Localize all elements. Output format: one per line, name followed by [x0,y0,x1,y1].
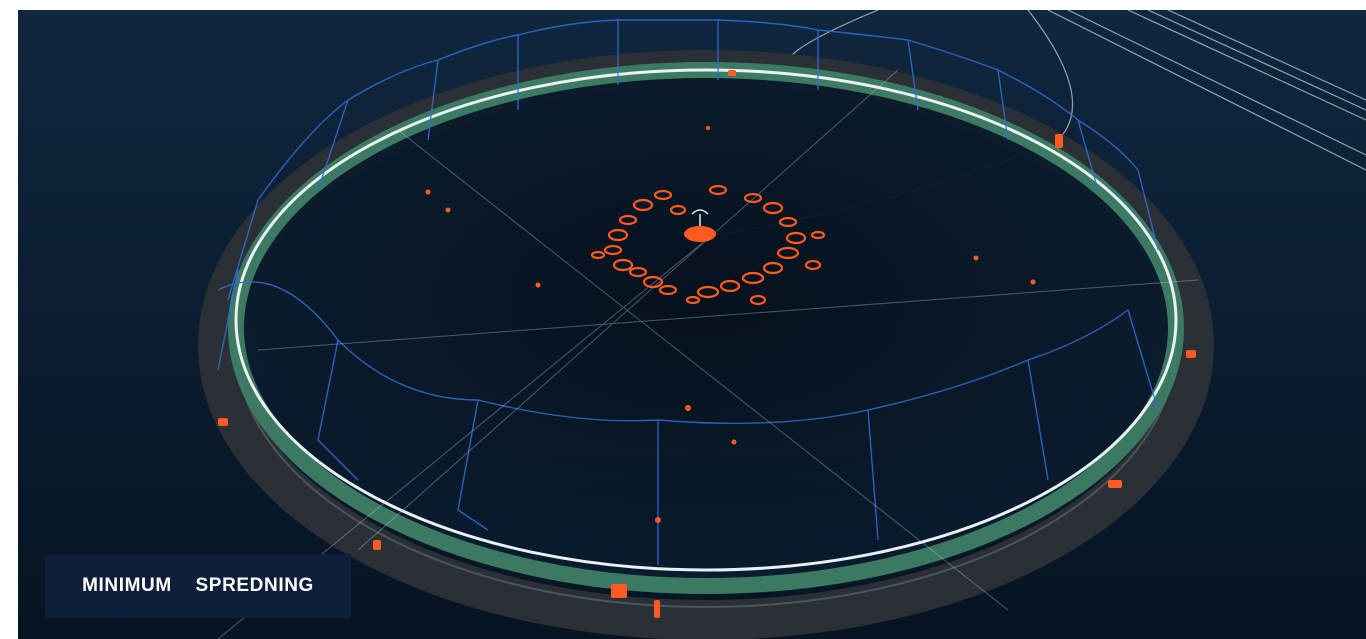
collar-buoys [218,70,1196,618]
pen-collar [198,50,1214,639]
feed-particles [590,184,826,306]
feed-dots [425,126,1036,523]
caption-label: MINIMUM SPREDNING [45,554,351,618]
net-ropes [217,19,1159,565]
fish-farm-illustration [18,10,1366,639]
central-feeder [684,209,716,242]
scene-image: MINIMUM SPREDNING [18,10,1366,639]
